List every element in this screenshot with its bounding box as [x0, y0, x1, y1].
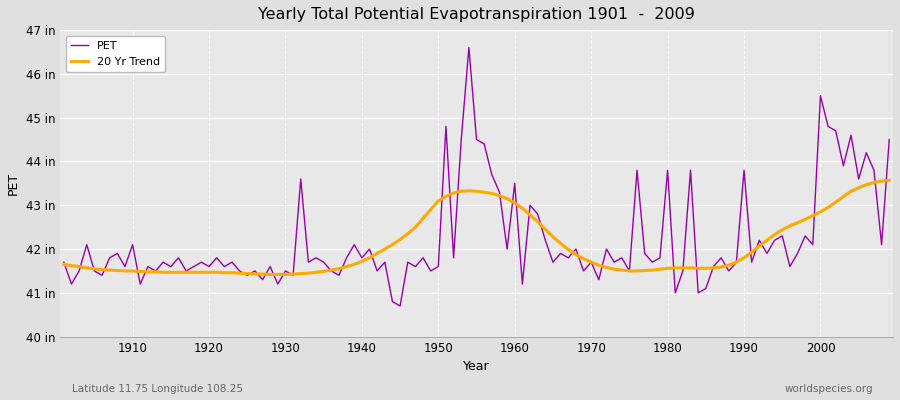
PET [288, 273, 299, 278]
PET [517, 282, 527, 286]
Text: Latitude 11.75 Longitude 108.25: Latitude 11.75 Longitude 108.25 [72, 384, 243, 394]
20 Yr Trend [608, 267, 619, 272]
20 Yr Trend [341, 264, 352, 269]
Y-axis label: PET: PET [7, 172, 20, 195]
PET [120, 264, 130, 269]
PET [464, 45, 474, 50]
Title: Yearly Total Potential Evapotranspiration 1901  -  2009: Yearly Total Potential Evapotranspiratio… [258, 7, 695, 22]
20 Yr Trend [295, 271, 306, 276]
20 Yr Trend [517, 206, 527, 211]
Legend: PET, 20 Yr Trend: PET, 20 Yr Trend [66, 36, 166, 72]
X-axis label: Year: Year [464, 360, 490, 373]
20 Yr Trend [509, 201, 520, 206]
20 Yr Trend [265, 272, 275, 277]
20 Yr Trend [120, 268, 130, 273]
PET [395, 304, 406, 308]
PET [616, 256, 627, 260]
20 Yr Trend [58, 262, 69, 267]
PET [525, 203, 535, 208]
PET [884, 137, 895, 142]
Text: worldspecies.org: worldspecies.org [785, 384, 873, 394]
Line: PET: PET [64, 48, 889, 306]
PET [58, 260, 69, 264]
PET [334, 273, 345, 278]
Line: 20 Yr Trend: 20 Yr Trend [64, 180, 889, 274]
20 Yr Trend [884, 178, 895, 183]
